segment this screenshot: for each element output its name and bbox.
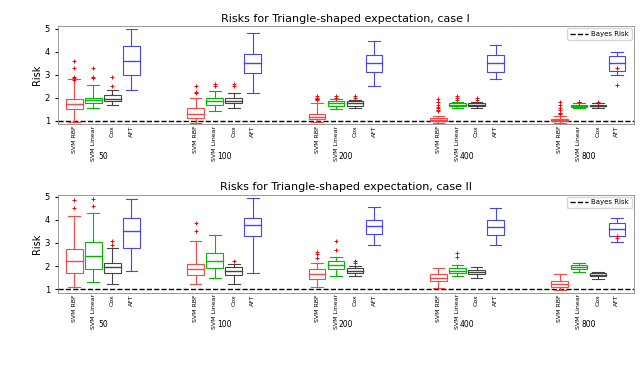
Bar: [85, 242, 102, 270]
Bar: [123, 46, 140, 75]
Text: 50: 50: [98, 320, 108, 329]
Bar: [206, 254, 223, 268]
Bar: [468, 103, 485, 106]
Text: 200: 200: [339, 320, 353, 329]
Bar: [244, 54, 261, 74]
Text: 400: 400: [460, 152, 474, 160]
Text: 100: 100: [217, 320, 232, 329]
Bar: [66, 99, 83, 109]
Bar: [366, 55, 383, 72]
Bar: [487, 55, 504, 72]
Bar: [123, 217, 140, 248]
Bar: [206, 98, 223, 105]
Bar: [430, 118, 447, 121]
Bar: [347, 268, 364, 273]
Bar: [589, 105, 606, 106]
Text: 100: 100: [217, 152, 232, 160]
Text: 800: 800: [581, 320, 596, 329]
Text: 50: 50: [98, 152, 108, 160]
Bar: [487, 220, 504, 235]
Bar: [609, 224, 625, 236]
Legend: Bayes Risk: Bayes Risk: [568, 28, 632, 40]
Text: 400: 400: [460, 320, 474, 329]
Bar: [570, 105, 587, 106]
Bar: [570, 265, 587, 270]
Y-axis label: Risk: Risk: [32, 233, 42, 254]
Bar: [104, 262, 121, 273]
Bar: [552, 119, 568, 121]
Bar: [225, 267, 242, 275]
Bar: [449, 103, 466, 106]
Text: 800: 800: [581, 152, 596, 160]
Bar: [188, 108, 204, 118]
Bar: [225, 98, 242, 104]
Bar: [609, 56, 625, 71]
Bar: [244, 217, 261, 236]
Legend: Bayes Risk: Bayes Risk: [568, 197, 632, 208]
Bar: [449, 268, 466, 273]
Bar: [366, 220, 383, 234]
Bar: [328, 101, 344, 106]
Bar: [468, 270, 485, 274]
Bar: [552, 281, 568, 287]
Bar: [188, 264, 204, 275]
Bar: [104, 95, 121, 101]
Bar: [308, 114, 325, 119]
Bar: [66, 249, 83, 273]
Bar: [430, 274, 447, 281]
Title: Risks for Triangle-shaped expectation, case II: Risks for Triangle-shaped expectation, c…: [220, 183, 472, 192]
Title: Risks for Triangle-shaped expectation, case I: Risks for Triangle-shaped expectation, c…: [221, 14, 470, 24]
Bar: [589, 273, 606, 276]
Bar: [328, 261, 344, 269]
Y-axis label: Risk: Risk: [32, 65, 42, 86]
Text: 200: 200: [339, 152, 353, 160]
Bar: [308, 270, 325, 279]
Bar: [85, 98, 102, 103]
Bar: [347, 101, 364, 106]
